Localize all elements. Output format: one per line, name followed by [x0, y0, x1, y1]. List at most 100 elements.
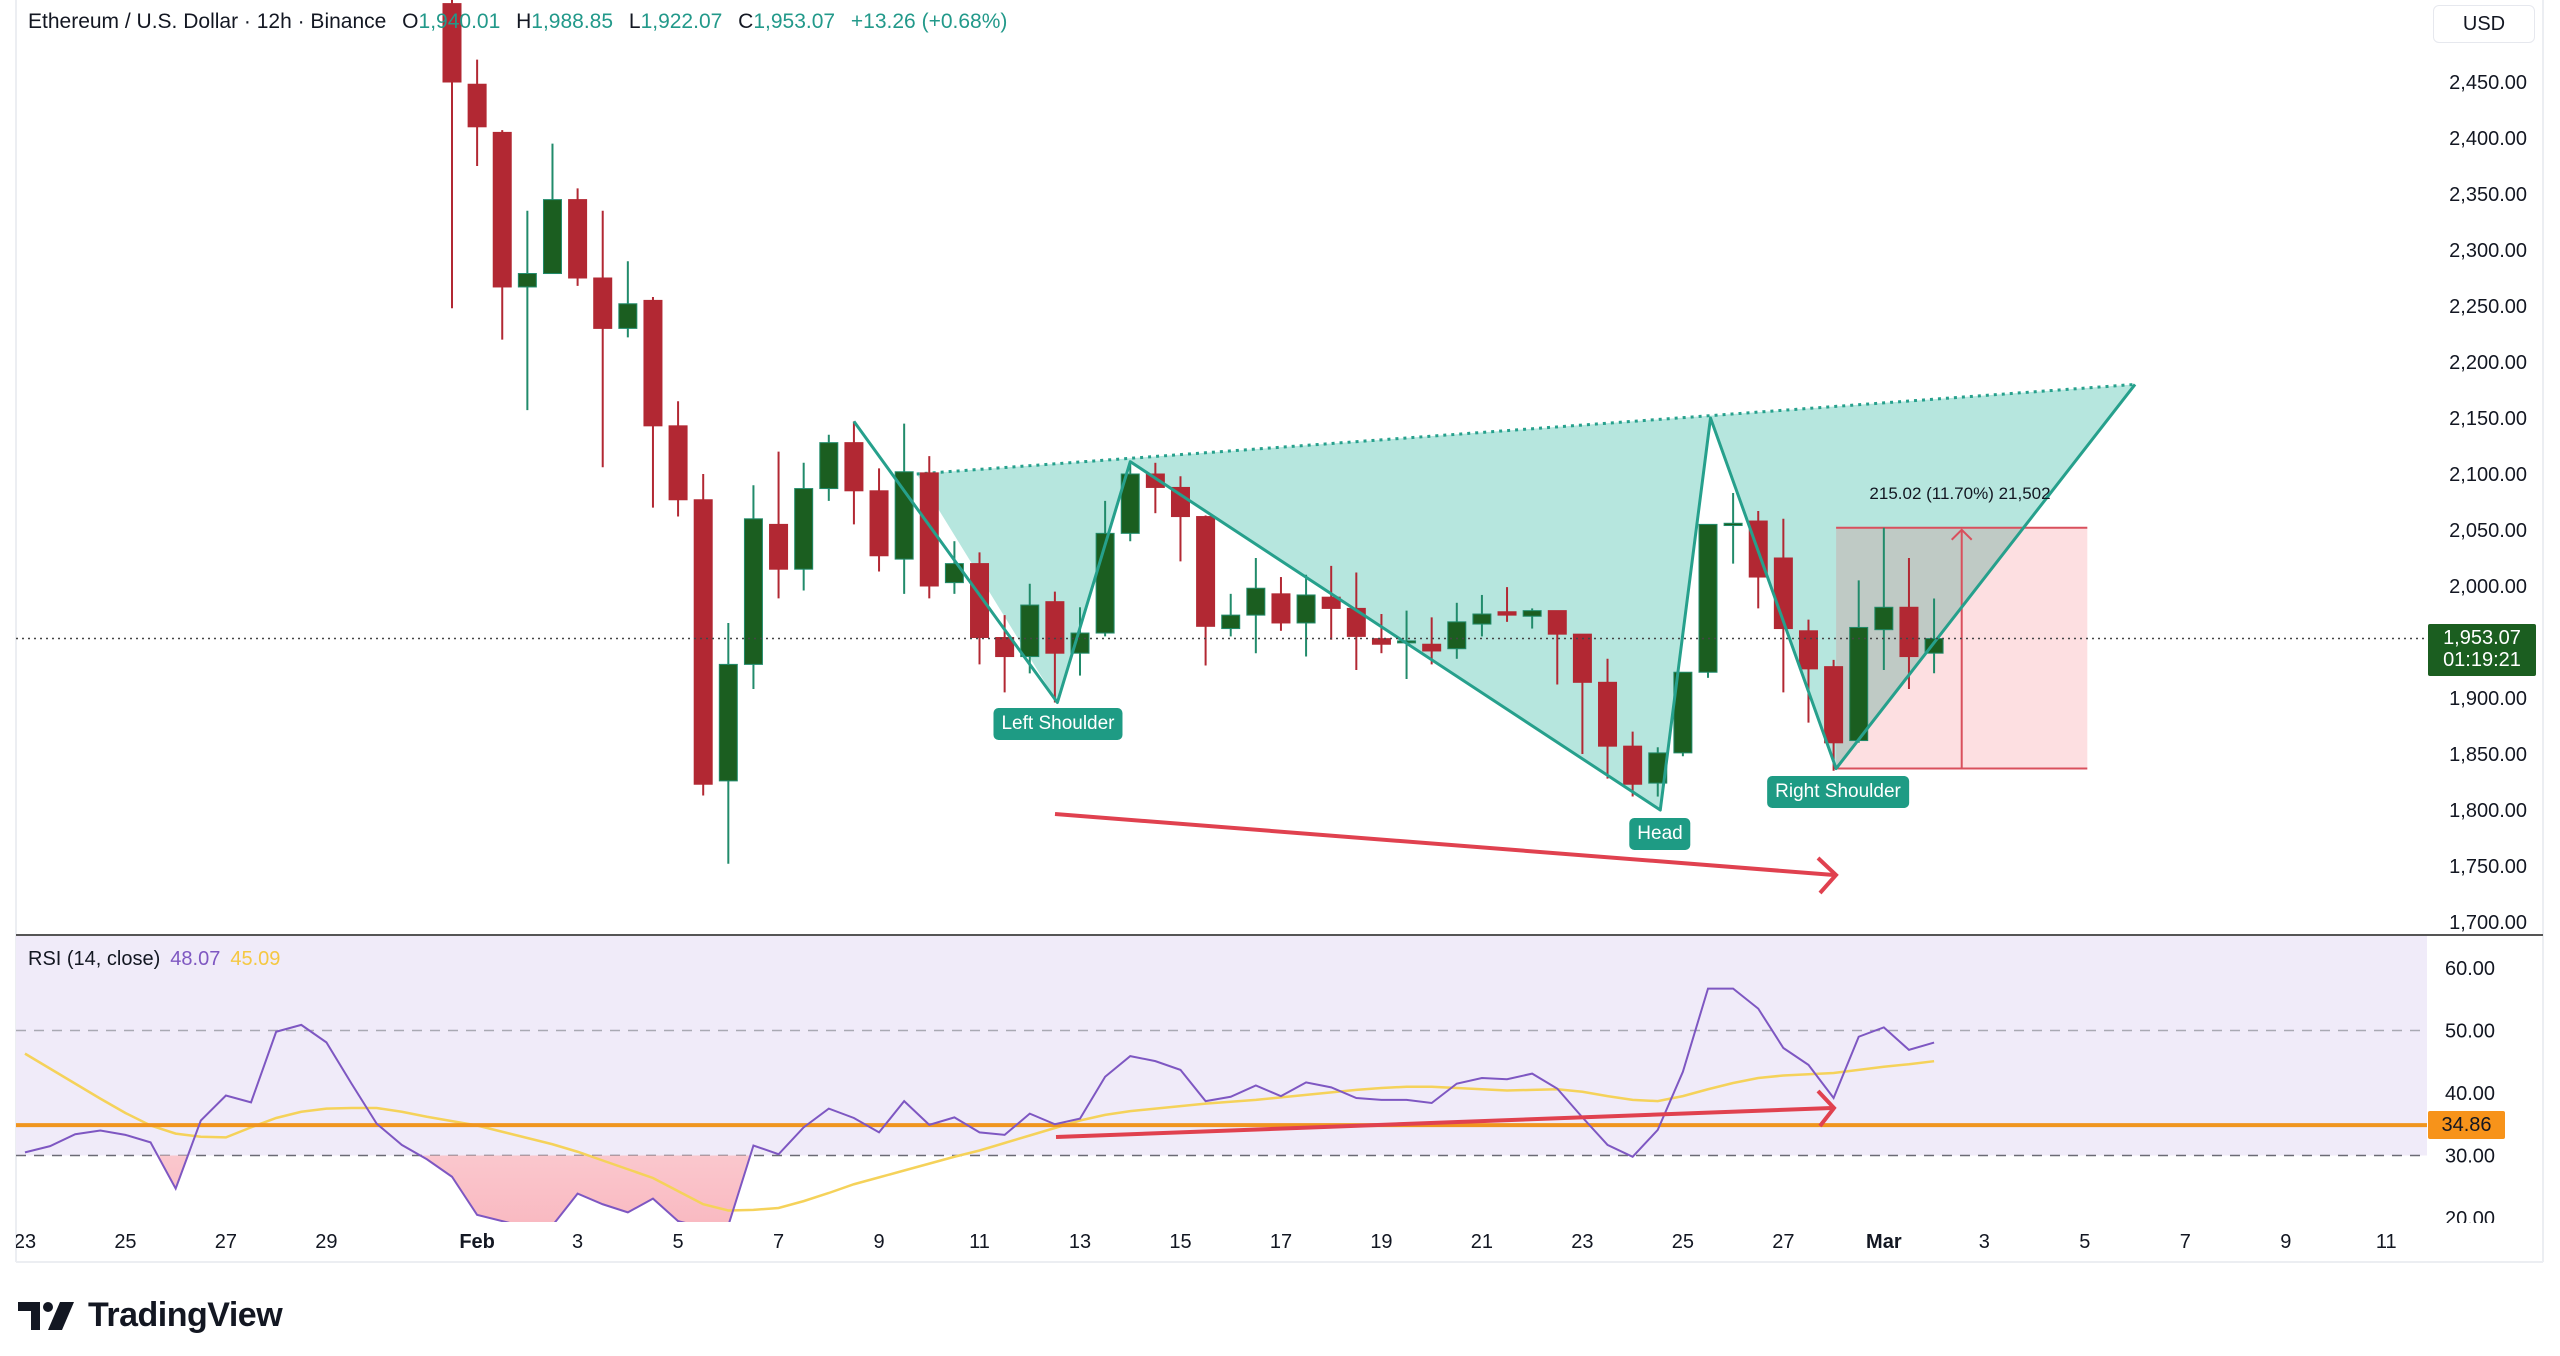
candle[interactable]: [643, 297, 663, 508]
price-tick-label: 2,100.00: [2449, 464, 2527, 486]
candle-body: [1447, 621, 1467, 650]
candle-body: [743, 518, 763, 665]
price-divergence-arrow[interactable]: [1054, 812, 1835, 877]
candle[interactable]: [1623, 731, 1643, 797]
rsi-plot[interactable]: [16, 987, 2427, 1228]
neckline[interactable]: [916, 382, 2136, 476]
candle[interactable]: [869, 468, 889, 572]
candle[interactable]: [794, 462, 814, 591]
date-tick-label: 11: [969, 1231, 990, 1253]
candle-body: [1824, 666, 1844, 744]
candle[interactable]: [1120, 462, 1140, 542]
candle[interactable]: [517, 210, 537, 411]
candle[interactable]: [1874, 527, 1894, 670]
candle[interactable]: [743, 485, 763, 690]
candle[interactable]: [593, 210, 613, 468]
rsi-axis: 60.00 50.00 40.00 30.00 20.00: [2445, 958, 2495, 1223]
close-value: 1,953.07: [753, 10, 836, 33]
rsi-divergence-arrow[interactable]: [1055, 1106, 1833, 1139]
date-tick-label: 27: [215, 1231, 237, 1253]
rsi-line[interactable]: [24, 987, 1935, 1228]
candle-body: [1698, 523, 1718, 673]
candle-body: [593, 277, 613, 329]
candle[interactable]: [1321, 565, 1341, 640]
candle[interactable]: [1798, 619, 1818, 723]
symbol-title[interactable]: Ethereum / U.S. Dollar · 12h · Binance: [28, 10, 387, 33]
tradingview-logo[interactable]: TradingView: [18, 1296, 283, 1335]
candle[interactable]: [1497, 587, 1517, 622]
candle-body: [668, 425, 688, 501]
candle[interactable]: [1447, 602, 1467, 659]
right-shoulder-label[interactable]: Right Shoulder: [1767, 776, 1909, 808]
candle-body: [919, 472, 939, 587]
candle-body: [1623, 745, 1643, 785]
open-value: 1,940.01: [418, 10, 501, 33]
candle[interactable]: [1522, 608, 1542, 629]
left-shoulder-label[interactable]: Left Shoulder: [993, 708, 1123, 740]
candle[interactable]: [492, 130, 512, 340]
rsi-legend[interactable]: RSI (14, close) 48.07 45.09: [28, 948, 280, 971]
candle-body: [995, 637, 1015, 658]
candle[interactable]: [1547, 610, 1567, 685]
high-label: H: [516, 10, 532, 33]
candle[interactable]: [1472, 594, 1492, 637]
candle[interactable]: [1296, 574, 1316, 657]
current-price: 1,953.07: [2443, 627, 2521, 649]
candle-body: [844, 442, 864, 492]
candle-body: [1572, 633, 1592, 683]
candle[interactable]: [1346, 572, 1366, 670]
candle-body: [1472, 613, 1492, 625]
candle[interactable]: [1723, 493, 1743, 564]
candle[interactable]: [1170, 476, 1190, 562]
candle[interactable]: [693, 474, 713, 796]
candle[interactable]: [1698, 523, 1718, 678]
candle-body: [1045, 601, 1065, 654]
candle[interactable]: [844, 421, 864, 525]
rsi-tick-label: 50.00: [2445, 1021, 2495, 1043]
candle-body: [769, 523, 789, 570]
candle[interactable]: [568, 188, 588, 286]
candle[interactable]: [1422, 617, 1442, 665]
tradingview-wordmark: TradingView: [88, 1296, 283, 1334]
candle[interactable]: [1371, 614, 1391, 654]
candle[interactable]: [1748, 510, 1768, 609]
date-tick-label: 23: [14, 1231, 36, 1253]
candle[interactable]: [1246, 558, 1266, 654]
candle[interactable]: [769, 451, 789, 599]
candle-body: [1598, 681, 1618, 747]
candle[interactable]: [1045, 591, 1065, 703]
candle[interactable]: [542, 143, 562, 275]
rsi-pane[interactable]: [16, 936, 2427, 1227]
candle[interactable]: [1572, 633, 1592, 754]
head-label[interactable]: Head: [1629, 818, 1691, 850]
candle-body: [1798, 630, 1818, 670]
candle[interactable]: [1196, 515, 1216, 666]
candle[interactable]: [1899, 558, 1919, 690]
candle[interactable]: [668, 401, 688, 517]
candle-body: [542, 199, 562, 275]
candle[interactable]: [1271, 577, 1291, 631]
symbol-header: Ethereum / U.S. Dollar · 12h · Binance O…: [28, 10, 1007, 34]
candle[interactable]: [718, 622, 738, 864]
candle[interactable]: [442, 0, 462, 309]
candle[interactable]: [819, 434, 839, 501]
candle[interactable]: [1824, 659, 1844, 771]
price-pane[interactable]: [16, 0, 2428, 895]
candle[interactable]: [1145, 462, 1165, 514]
head-shoulders-line[interactable]: [852, 383, 2137, 812]
candle[interactable]: [970, 552, 990, 665]
date-tick-label: 7: [773, 1231, 784, 1253]
candle[interactable]: [1221, 593, 1241, 637]
currency-button[interactable]: USD: [2433, 5, 2535, 43]
candle-body: [1221, 614, 1241, 630]
candle[interactable]: [467, 59, 487, 166]
candle[interactable]: [1020, 583, 1040, 674]
candle[interactable]: [894, 423, 914, 594]
rsi-ma-line[interactable]: [24, 1052, 1935, 1212]
candle[interactable]: [1648, 747, 1668, 797]
candle[interactable]: [618, 261, 638, 338]
candle[interactable]: [1598, 658, 1618, 779]
candle-body: [467, 83, 487, 128]
price-tick-label: 2,350.00: [2449, 184, 2527, 206]
